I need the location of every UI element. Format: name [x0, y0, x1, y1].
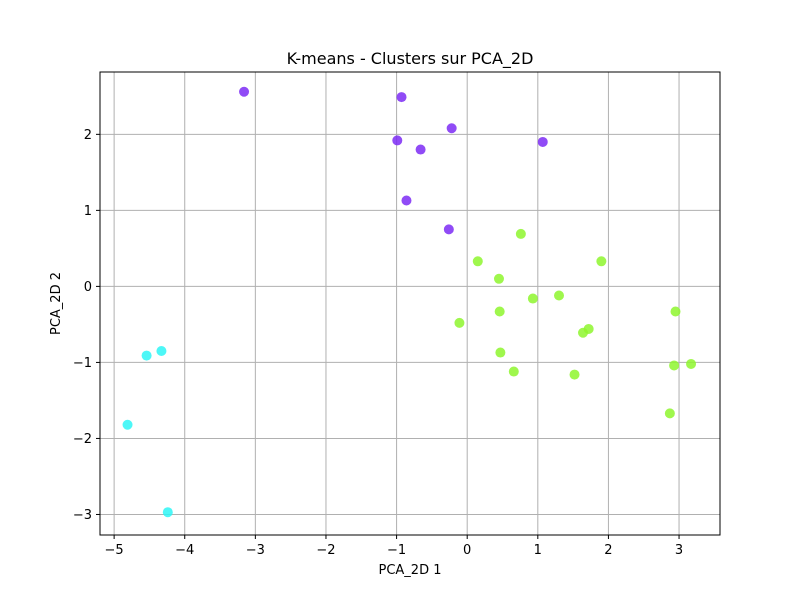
y-tick-label: −1	[73, 356, 92, 371]
x-tick-label: −4	[175, 543, 194, 558]
y-axis-label: PCA_2D 2	[49, 272, 64, 335]
cluster-2-point	[670, 306, 681, 317]
x-axis-label: PCA_2D 1	[379, 563, 442, 578]
grid	[100, 72, 720, 535]
cluster-2-point	[669, 360, 680, 371]
cluster-2-point	[664, 408, 675, 419]
axis-ticks: −5 −4 −3 −2 −1 0 1 2 3 −3 −2 −1 0 1 2	[73, 128, 683, 558]
cluster-2-point	[686, 358, 697, 369]
x-tick-label: −1	[387, 543, 406, 558]
cluster-0-point	[392, 135, 403, 146]
cluster-1-point	[141, 350, 152, 361]
cluster-2-point	[569, 369, 580, 380]
x-tick-label: 3	[675, 543, 683, 558]
cluster-2-point	[553, 290, 564, 301]
cluster-0-point	[401, 195, 412, 206]
y-tick-label: −3	[73, 508, 92, 523]
cluster-0-point	[446, 123, 457, 134]
cluster-2-point	[472, 256, 483, 267]
cluster-1-point	[162, 507, 173, 518]
y-tick-label: 0	[84, 280, 92, 295]
cluster-2-point	[515, 228, 526, 239]
cluster-0-point	[239, 86, 250, 97]
cluster-2-point	[495, 347, 506, 358]
x-tick-label: −2	[316, 543, 335, 558]
cluster-0-point	[396, 92, 407, 103]
x-tick-label: −3	[246, 543, 265, 558]
plot-frame	[99, 71, 721, 536]
y-tick-label: 1	[84, 204, 92, 219]
x-tick-label: 0	[463, 543, 471, 558]
y-tick-label: 2	[84, 128, 92, 143]
chart-title: K-means - Clusters sur PCA_2D	[287, 49, 534, 69]
cluster-1-point	[122, 419, 133, 430]
cluster-1-point	[156, 346, 167, 357]
x-tick-label: 2	[604, 543, 612, 558]
cluster-2-point	[508, 366, 519, 377]
y-tick-label: −2	[73, 432, 92, 447]
x-tick-label: 1	[534, 543, 542, 558]
cluster-0-point	[443, 224, 454, 235]
cluster-0-point	[415, 144, 426, 155]
cluster-2-point	[583, 323, 594, 334]
cluster-2-point	[527, 293, 538, 304]
cluster-2-point	[493, 273, 504, 284]
data-points	[122, 86, 697, 518]
x-tick-label: −5	[105, 543, 124, 558]
cluster-2-point	[454, 317, 465, 328]
cluster-0-point	[537, 136, 548, 147]
cluster-2-point	[494, 306, 505, 317]
cluster-2-point	[596, 256, 607, 267]
